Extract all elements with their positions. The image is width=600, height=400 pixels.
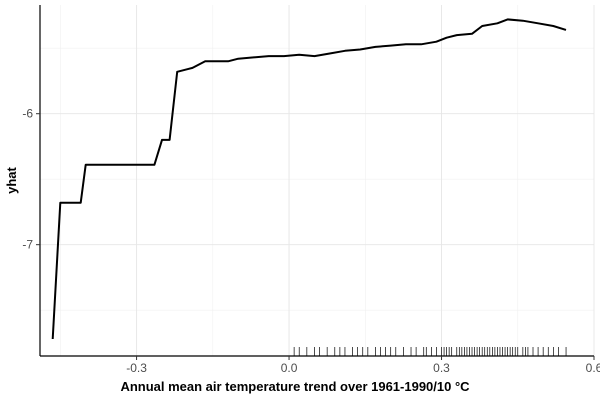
grid-minor-lines <box>40 5 594 356</box>
x-axis-ticks: -0.3 0.0 0.3 0.6 <box>126 356 600 375</box>
series-line <box>51 18 567 340</box>
x-tick-label: 0.0 <box>281 361 298 375</box>
y-axis-ticks: -7 -6 <box>22 107 40 252</box>
x-tick-label: 0.3 <box>433 361 450 375</box>
y-tick-label: -7 <box>22 238 33 252</box>
y-tick-label: -6 <box>22 107 33 121</box>
y-axis-title: yhat <box>4 166 19 193</box>
x-axis-title: Annual mean air temperature trend over 1… <box>120 379 470 394</box>
x-tick-label: 0.6 <box>586 361 600 375</box>
grid-major-lines <box>40 5 595 356</box>
rug-marks <box>293 347 567 356</box>
x-tick-label: -0.3 <box>126 361 147 375</box>
